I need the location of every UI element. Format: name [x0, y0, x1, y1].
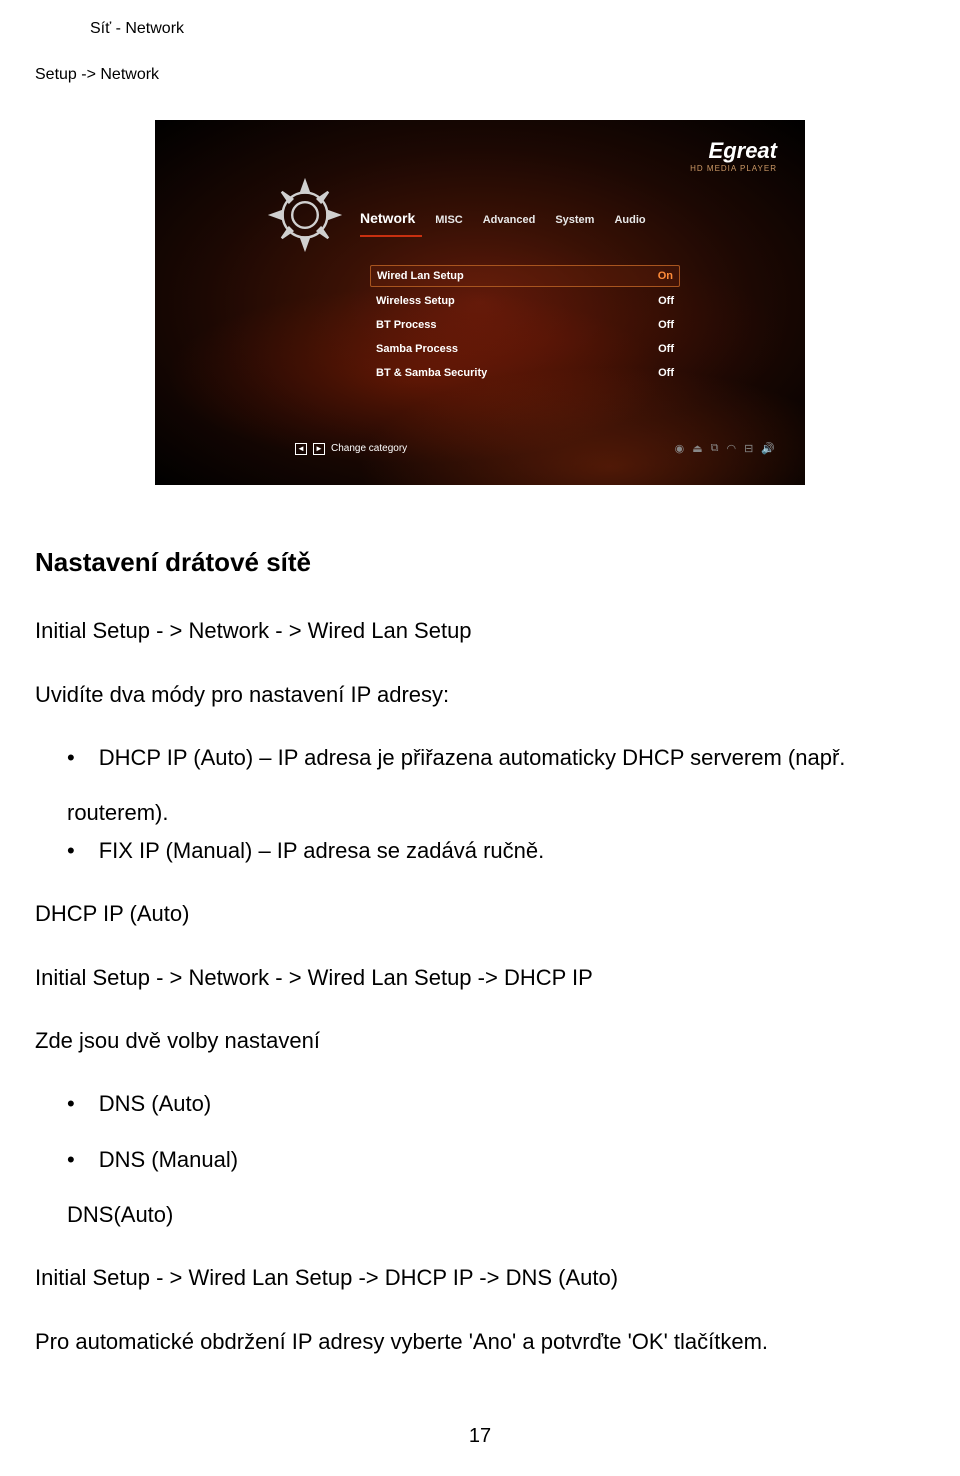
- footer-bar: ◄ ► Change category ◉ ⏏ ⧉ ◠ ⊟ 🔊: [295, 442, 775, 455]
- network-icon: ⧉: [711, 442, 719, 455]
- bullet-text-cont: routerem).: [67, 794, 910, 831]
- paragraph: Initial Setup - > Wired Lan Setup -> DHC…: [35, 1259, 910, 1296]
- section-heading: Nastavení drátové sítě: [35, 540, 910, 584]
- media-player-screenshot: Egreat HD MEDIA PLAYER Network MISC Adva…: [155, 120, 805, 485]
- bullet-list-2: • DNS (Auto) • DNS (Manual) DNS(Auto): [67, 1085, 910, 1233]
- bullet-text: DNS (Auto): [99, 1085, 211, 1122]
- menu-row-wired[interactable]: Wired Lan Setup On: [370, 265, 680, 287]
- volume-icon: 🔊: [761, 442, 775, 455]
- gear-icon: [265, 175, 345, 255]
- menu-label: Wired Lan Setup: [377, 270, 464, 282]
- menu-label: Wireless Setup: [376, 295, 455, 307]
- bullet-item: • DHCP IP (Auto) – IP adresa je přiřazen…: [67, 739, 910, 776]
- tab-misc[interactable]: MISC: [435, 214, 463, 226]
- page-title-1: Síť - Network: [90, 20, 184, 38]
- bullet-dot: •: [67, 1093, 75, 1122]
- page-title-2: Setup -> Network: [35, 66, 159, 84]
- menu-row-bt[interactable]: BT Process Off: [370, 315, 680, 335]
- bullet-text: DNS (Manual): [99, 1141, 238, 1178]
- bullet-dot: •: [67, 840, 75, 869]
- paragraph: Initial Setup - > Network - > Wired Lan …: [35, 959, 910, 996]
- settings-menu: Wired Lan Setup On Wireless Setup Off BT…: [370, 265, 680, 387]
- bullet-dot: •: [67, 1149, 75, 1178]
- paragraph: Uvidíte dva módy pro nastavení IP adresy…: [35, 676, 910, 713]
- menu-value: Off: [658, 343, 674, 355]
- change-category-hint: ◄ ► Change category: [295, 443, 407, 455]
- menu-row-samba[interactable]: Samba Process Off: [370, 339, 680, 359]
- disc-icon: ◉: [675, 442, 685, 455]
- status-icons: ◉ ⏏ ⧉ ◠ ⊟ 🔊: [675, 442, 775, 455]
- bullet-dot: •: [67, 747, 75, 776]
- menu-value: Off: [658, 367, 674, 379]
- bullet-item: • DNS (Auto): [67, 1085, 910, 1122]
- bullet-text-cont: DNS(Auto): [67, 1196, 910, 1233]
- usb-icon: ⏏: [692, 442, 702, 455]
- bullet-list-1: • DHCP IP (Auto) – IP adresa je přiřazen…: [67, 739, 910, 869]
- menu-label: Samba Process: [376, 343, 458, 355]
- paragraph: Pro automatické obdržení IP adresy vyber…: [35, 1323, 910, 1360]
- wifi-icon: ◠: [726, 442, 736, 455]
- menu-label: BT Process: [376, 319, 437, 331]
- menu-value: On: [658, 270, 673, 282]
- menu-row-wireless[interactable]: Wireless Setup Off: [370, 291, 680, 311]
- menu-label: BT & Samba Security: [376, 367, 487, 379]
- hdd-icon: ⊟: [744, 442, 753, 455]
- paragraph: Initial Setup - > Network - > Wired Lan …: [35, 612, 910, 649]
- tab-system[interactable]: System: [555, 214, 594, 226]
- menu-row-bt-samba-sec[interactable]: BT & Samba Security Off: [370, 363, 680, 383]
- tab-audio[interactable]: Audio: [614, 214, 645, 226]
- menu-value: Off: [658, 295, 674, 307]
- tab-network[interactable]: Network: [360, 210, 415, 226]
- paragraph: DHCP IP (Auto): [35, 895, 910, 932]
- brand-name: Egreat: [690, 138, 777, 164]
- document-body: Nastavení drátové sítě Initial Setup - >…: [35, 540, 910, 1386]
- tab-advanced[interactable]: Advanced: [483, 214, 536, 226]
- arrow-right-icon: ►: [313, 443, 325, 455]
- bullet-text: FIX IP (Manual) – IP adresa se zadává ru…: [99, 832, 545, 869]
- tab-bar: Network MISC Advanced System Audio: [360, 210, 646, 226]
- brand-tagline: HD MEDIA PLAYER: [690, 164, 777, 173]
- menu-value: Off: [658, 319, 674, 331]
- brand-logo: Egreat HD MEDIA PLAYER: [690, 138, 777, 173]
- bullet-item: • DNS (Manual): [67, 1141, 910, 1178]
- page-number: 17: [0, 1425, 960, 1448]
- bullet-item: • FIX IP (Manual) – IP adresa se zadává …: [67, 832, 910, 869]
- arrow-left-icon: ◄: [295, 443, 307, 455]
- tab-underline: [360, 235, 422, 237]
- bullet-text: DHCP IP (Auto) – IP adresa je přiřazena …: [99, 739, 846, 776]
- paragraph: Zde jsou dvě volby nastavení: [35, 1022, 910, 1059]
- change-category-label: Change category: [331, 443, 407, 454]
